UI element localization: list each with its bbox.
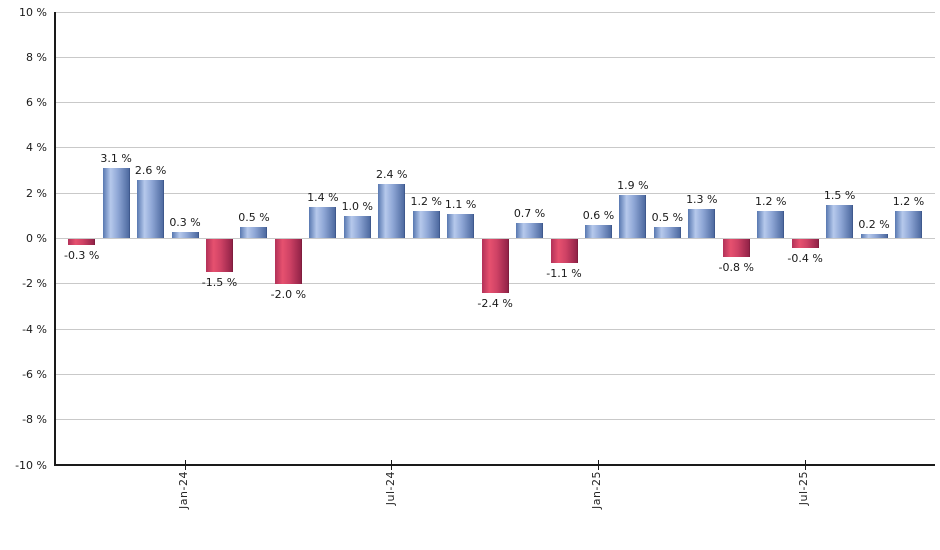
bar-value-label: 2.6 % xyxy=(134,163,167,177)
bar-value-label: 1.2 % xyxy=(754,195,787,209)
bar-value-label: -2.4 % xyxy=(477,296,513,310)
bar-value-label: 0.7 % xyxy=(513,206,546,220)
bar-positive xyxy=(584,224,612,239)
bar-value-label: 1.0 % xyxy=(341,199,374,213)
x-axis-tick-label: Jul-24 xyxy=(383,471,397,506)
bar-positive xyxy=(378,184,406,239)
bar-positive xyxy=(240,227,268,239)
bar-value-label: -2.0 % xyxy=(270,287,307,301)
bar-positive xyxy=(309,206,337,239)
x-axis-tick-label: Jan-25 xyxy=(590,471,604,509)
y-axis-tick-label: 2 % xyxy=(26,186,47,200)
y-axis-tick-label: -8 % xyxy=(22,413,47,427)
bar-value-label: -0.8 % xyxy=(718,260,754,274)
y-axis-tick-label: 6 % xyxy=(26,96,47,110)
bar-negative xyxy=(68,238,96,246)
bar-negative xyxy=(722,238,750,257)
bar-positive xyxy=(137,179,165,239)
bar-value-label: 0.2 % xyxy=(858,217,890,231)
bar-positive xyxy=(826,204,854,239)
bar-value-label: 1.9 % xyxy=(617,179,649,193)
bar-positive xyxy=(102,168,130,239)
bar-positive xyxy=(860,233,888,239)
x-axis-tick xyxy=(391,460,393,470)
gridline xyxy=(55,102,935,104)
bar-positive xyxy=(516,222,544,239)
bar-value-label: 1.5 % xyxy=(823,188,856,202)
bar-value-label: -0.3 % xyxy=(63,249,100,263)
bar-value-label: 0.5 % xyxy=(651,211,684,225)
x-axis-tick-label: Jul-25 xyxy=(797,471,811,506)
y-axis-tick-label: 10 % xyxy=(19,5,47,19)
gridline xyxy=(55,419,935,421)
y-axis-tick-label: 0 % xyxy=(26,232,47,245)
bar-value-label: -0.4 % xyxy=(787,251,823,265)
gridline xyxy=(55,147,935,149)
bar-value-label: 1.1 % xyxy=(444,197,477,211)
gridline xyxy=(55,192,935,194)
x-axis-tick xyxy=(597,460,599,470)
bar-positive xyxy=(688,209,716,239)
bar-positive xyxy=(653,227,681,239)
gridline xyxy=(55,56,935,58)
bar-positive xyxy=(447,213,475,239)
bar-value-label: 1.2 % xyxy=(892,195,925,209)
bar-value-label: 3.1 % xyxy=(100,152,132,166)
bar-positive xyxy=(343,215,371,239)
bar-value-label: -1.1 % xyxy=(546,267,582,281)
y-axis-line xyxy=(54,12,56,466)
bar-value-label: 1.3 % xyxy=(686,193,718,207)
y-axis-tick-label: 8 % xyxy=(26,50,47,64)
bar-negative xyxy=(550,238,578,264)
bar-positive xyxy=(757,211,785,239)
x-axis-tick xyxy=(184,460,186,470)
y-axis-tick-label: -10 % xyxy=(15,458,47,472)
bar-value-label: -1.5 % xyxy=(201,276,238,290)
bar-negative xyxy=(481,238,509,293)
x-axis-tick xyxy=(804,460,806,470)
bar-value-label: 0.3 % xyxy=(169,215,201,229)
gridline xyxy=(55,373,935,375)
bar-negative xyxy=(274,238,302,284)
x-axis-tick-label: Jan-24 xyxy=(177,471,191,509)
x-axis-line xyxy=(54,464,935,466)
gridline xyxy=(55,11,935,13)
bar-value-label: 1.2 % xyxy=(410,195,442,209)
bar-negative xyxy=(206,238,233,273)
bar-positive xyxy=(619,195,647,239)
bar-value-label: 1.4 % xyxy=(307,190,339,204)
bar-negative xyxy=(791,238,819,248)
bar-positive xyxy=(171,231,199,239)
y-axis-tick-label: -2 % xyxy=(22,277,47,291)
bar-value-label: 2.4 % xyxy=(376,168,408,182)
y-axis-tick-label: 4 % xyxy=(26,141,47,155)
bar-value-label: 0.6 % xyxy=(582,208,615,222)
y-axis-tick-label: -4 % xyxy=(22,322,47,336)
bar-positive xyxy=(412,211,440,239)
bar-value-label: 0.5 % xyxy=(238,211,270,225)
gridline xyxy=(55,328,935,330)
bar-positive xyxy=(895,211,922,239)
y-axis-tick-label: -6 % xyxy=(22,367,47,381)
